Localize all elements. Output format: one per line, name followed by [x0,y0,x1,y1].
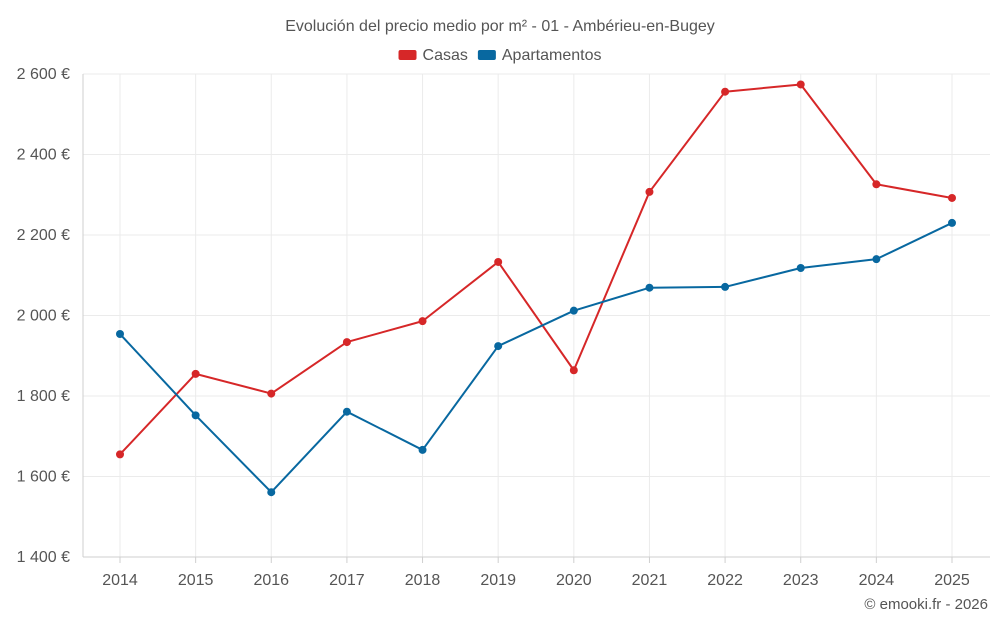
data-point-casas[interactable] [494,257,503,266]
series-line-casas [119,83,953,456]
x-tick-label: 2017 [329,572,365,589]
data-point-apartamentos[interactable] [569,306,578,315]
series-line-apartamentos [119,222,953,494]
chart-title: Evolución del precio medio por m² - 01 -… [285,18,715,35]
y-tick-label: 2 600 € [17,66,70,83]
y-tick-label: 2 000 € [17,308,70,325]
data-point-apartamentos[interactable] [494,342,503,351]
data-point-casas[interactable] [191,369,200,378]
data-point-apartamentos[interactable] [948,218,956,227]
x-tick-label: 2015 [178,572,214,589]
legend: Casas Apartamentos [398,47,602,64]
data-point-casas[interactable] [872,180,881,189]
data-point-casas[interactable] [116,450,124,459]
credit-label: © emooki.fr - 2026 [864,596,988,613]
series [116,80,956,497]
x-tick-label: 2022 [707,572,743,589]
data-point-apartamentos[interactable] [721,282,730,291]
legend-label: Apartamentos [502,47,602,64]
data-point-casas[interactable] [796,80,805,89]
legend-swatch [398,50,417,60]
x-tick-label: 2016 [253,572,289,589]
x-tick-label: 2024 [859,572,895,589]
data-point-casas[interactable] [569,366,578,375]
data-point-apartamentos[interactable] [342,407,351,416]
data-point-casas[interactable] [267,389,276,398]
x-tick-label: 2014 [102,572,138,589]
grid [83,73,990,557]
data-point-casas[interactable] [342,338,351,347]
y-tick-label: 2 200 € [17,227,70,244]
axes: 1 400 € 1 600 € 1 800 € 2 000 € 2 200 € 2 400… [17,66,990,589]
data-point-apartamentos[interactable] [267,488,276,497]
data-point-casas[interactable] [418,317,427,326]
y-tick-label: 2 400 € [17,147,70,164]
legend-label: Casas [423,47,468,64]
x-tick-label: 2021 [632,572,668,589]
data-point-apartamentos[interactable] [872,255,881,264]
data-point-apartamentos[interactable] [645,283,654,292]
data-point-apartamentos[interactable] [418,445,427,454]
x-tick-label: 2025 [934,572,970,589]
data-point-casas[interactable] [645,187,654,196]
data-point-casas[interactable] [948,193,956,202]
x-tick-label: 2019 [480,572,516,589]
x-tick-label: 2023 [783,572,819,589]
legend-item-apartamentos[interactable]: Apartamentos [477,47,602,64]
data-point-apartamentos[interactable] [796,264,805,273]
data-point-casas[interactable] [721,87,730,96]
y-tick-label: 1 400 € [17,549,70,566]
legend-swatch [477,50,496,60]
legend-item-casas[interactable]: Casas [398,47,468,64]
data-point-apartamentos[interactable] [191,411,200,420]
y-tick-label: 1 800 € [17,388,70,405]
x-tick-label: 2018 [405,572,441,589]
data-point-apartamentos[interactable] [116,330,124,339]
x-tick-label: 2020 [556,572,592,589]
y-tick-label: 1 600 € [17,469,70,486]
